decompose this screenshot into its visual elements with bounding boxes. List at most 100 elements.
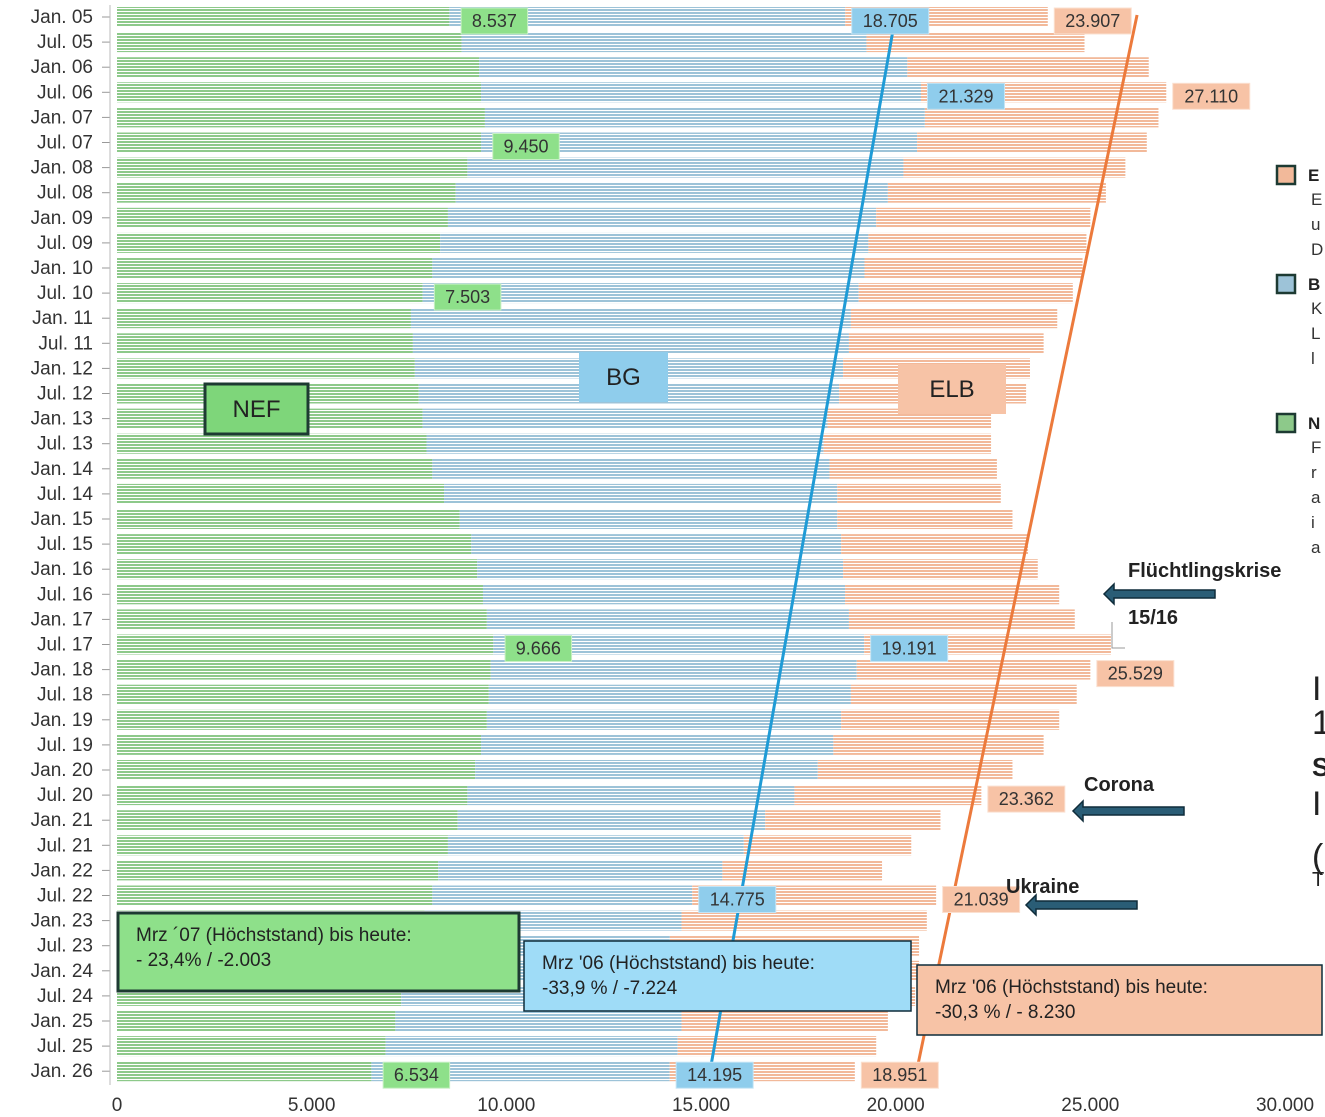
bar-elb-41 — [677, 1036, 877, 1057]
bar-bg-27 — [488, 684, 851, 705]
y-tick-label: Jan. 10 — [31, 258, 93, 279]
bar-bg-32 — [457, 810, 766, 831]
data-label-bg: 14.775 — [710, 890, 765, 910]
bar-nef-27 — [117, 684, 489, 705]
data-label-nef-box — [492, 133, 560, 160]
bar-nef-5 — [117, 132, 482, 153]
bar-nef-30 — [117, 760, 476, 780]
data-label-elb: 23.907 — [1065, 11, 1120, 31]
annotation-fluechtlingskrise-year: 15/16 — [1128, 607, 1178, 629]
bar-nef-1 — [117, 32, 462, 53]
data-label-nef: 9.450 — [504, 137, 549, 157]
data-label-elb: 23.362 — [999, 789, 1054, 809]
x-tick-label: 20.000 — [867, 1095, 925, 1116]
bar-nef-26 — [117, 659, 491, 680]
bar-nef-0 — [117, 7, 450, 27]
bar-bg-0 — [449, 7, 846, 27]
y-tick-label: Jul. 06 — [37, 82, 93, 103]
data-label-nef: 8.537 — [472, 11, 517, 31]
legend-swatch — [1275, 164, 1297, 186]
series-label-nef: NEF — [233, 396, 281, 423]
bar-bg-10 — [432, 258, 865, 278]
data-label-bg-box — [698, 886, 777, 913]
bar-nef-31 — [117, 785, 468, 806]
bar-bg-16 — [422, 408, 828, 429]
bar-elb-6 — [903, 157, 1126, 178]
bar-nef-33 — [117, 835, 448, 856]
summary-nef-line: Mrz ´07 (Höchststand) bis heute: — [136, 925, 412, 946]
bar-elb-33 — [743, 835, 912, 856]
bar-bg-3 — [481, 82, 921, 103]
bar-elb-21 — [841, 534, 1029, 555]
x-tick-label: 25.000 — [1061, 1095, 1119, 1116]
data-label-nef-box — [504, 635, 573, 662]
y-tick-label: Jul. 25 — [37, 1036, 93, 1057]
summary-bg-box — [523, 940, 912, 1012]
bar-bg-19 — [444, 483, 838, 504]
series-label-elb: ELB — [929, 376, 974, 403]
right-text-fragment: I — [1312, 670, 1321, 708]
y-tick-label: Jan. 25 — [31, 1011, 93, 1032]
y-tick-label: Jul. 07 — [37, 133, 93, 154]
legend-text-fragment: F — [1311, 438, 1321, 457]
data-label-nef-box — [433, 283, 502, 311]
summary-bg-line: -33,9 % / -7.224 — [542, 978, 678, 999]
bar-bg-5 — [481, 132, 918, 153]
bar-elb-18 — [829, 458, 997, 479]
bar-nef-13 — [117, 333, 413, 354]
right-text-fragment: I — [1312, 785, 1321, 823]
y-tick-label: Jul. 17 — [37, 635, 93, 656]
data-label-elb-box — [1172, 82, 1251, 110]
bar-nef-3 — [117, 82, 482, 103]
bar-nef-7 — [117, 182, 456, 203]
series-labels: NEF BG ELB — [203, 352, 1006, 436]
data-label-elb: 27.110 — [1184, 86, 1238, 106]
y-tick-label: Jan. 20 — [31, 760, 93, 781]
legend-text-fragment: r — [1311, 463, 1317, 482]
bar-bg-22 — [477, 559, 844, 580]
y-tick-label: Jan. 16 — [31, 559, 93, 580]
bar-elb-13 — [848, 333, 1044, 354]
bar-bg-40 — [395, 1011, 682, 1031]
y-tick-label: Jan. 22 — [31, 860, 93, 881]
data-label-bg: 19.191 — [882, 639, 937, 659]
bar-nef-29 — [117, 734, 482, 755]
bar-bg-11 — [422, 283, 859, 304]
data-label-bg-box — [870, 635, 949, 662]
y-tick-label: Jul. 12 — [37, 384, 93, 405]
bar-bg-6 — [467, 157, 904, 178]
bar-bg-1 — [461, 32, 867, 53]
bar-bg-21 — [471, 534, 842, 555]
annotation-fluechtlingskrise: Flüchtlingskrise — [1128, 560, 1281, 582]
bar-bg-25 — [493, 634, 865, 655]
bar-nef-4 — [117, 107, 485, 128]
bar-elb-40 — [681, 1011, 888, 1031]
bar-nef-24 — [117, 609, 487, 630]
series-label-bg: BG — [606, 364, 641, 391]
legend-text-fragment: a — [1311, 488, 1321, 507]
bar-elb-19 — [837, 483, 1001, 504]
bar-nef-28 — [117, 709, 487, 730]
legend-label: B — [1308, 275, 1320, 294]
data-label-elb-box — [942, 886, 1021, 913]
summary-elb-line: Mrz '06 (Höchststand) bis heute: — [935, 977, 1208, 998]
x-tick-label: 15.000 — [672, 1095, 730, 1116]
series-label-elb-box — [898, 364, 1006, 414]
y-tick-label: Jan. 05 — [31, 7, 93, 28]
legend-text-fragment: l — [1311, 349, 1315, 368]
legend-text-fragment: L — [1311, 324, 1320, 343]
bar-nef-11 — [117, 283, 423, 304]
y-tick-label: Jul. 13 — [37, 434, 93, 455]
y-tick-label: Jan. 26 — [31, 1061, 93, 1082]
bar-elb-1 — [866, 32, 1085, 53]
bar-bg-31 — [467, 785, 795, 806]
data-label-elb-box — [860, 1061, 939, 1089]
bar-bg-13 — [412, 333, 849, 354]
bar-bg-9 — [440, 232, 869, 253]
bar-elb-28 — [841, 709, 1060, 730]
bar-nef-19 — [117, 483, 445, 504]
bar-nef-40 — [117, 1011, 396, 1031]
y-tick-label: Jan. 08 — [31, 158, 93, 179]
y-tick-label: Jul. 19 — [37, 735, 93, 756]
